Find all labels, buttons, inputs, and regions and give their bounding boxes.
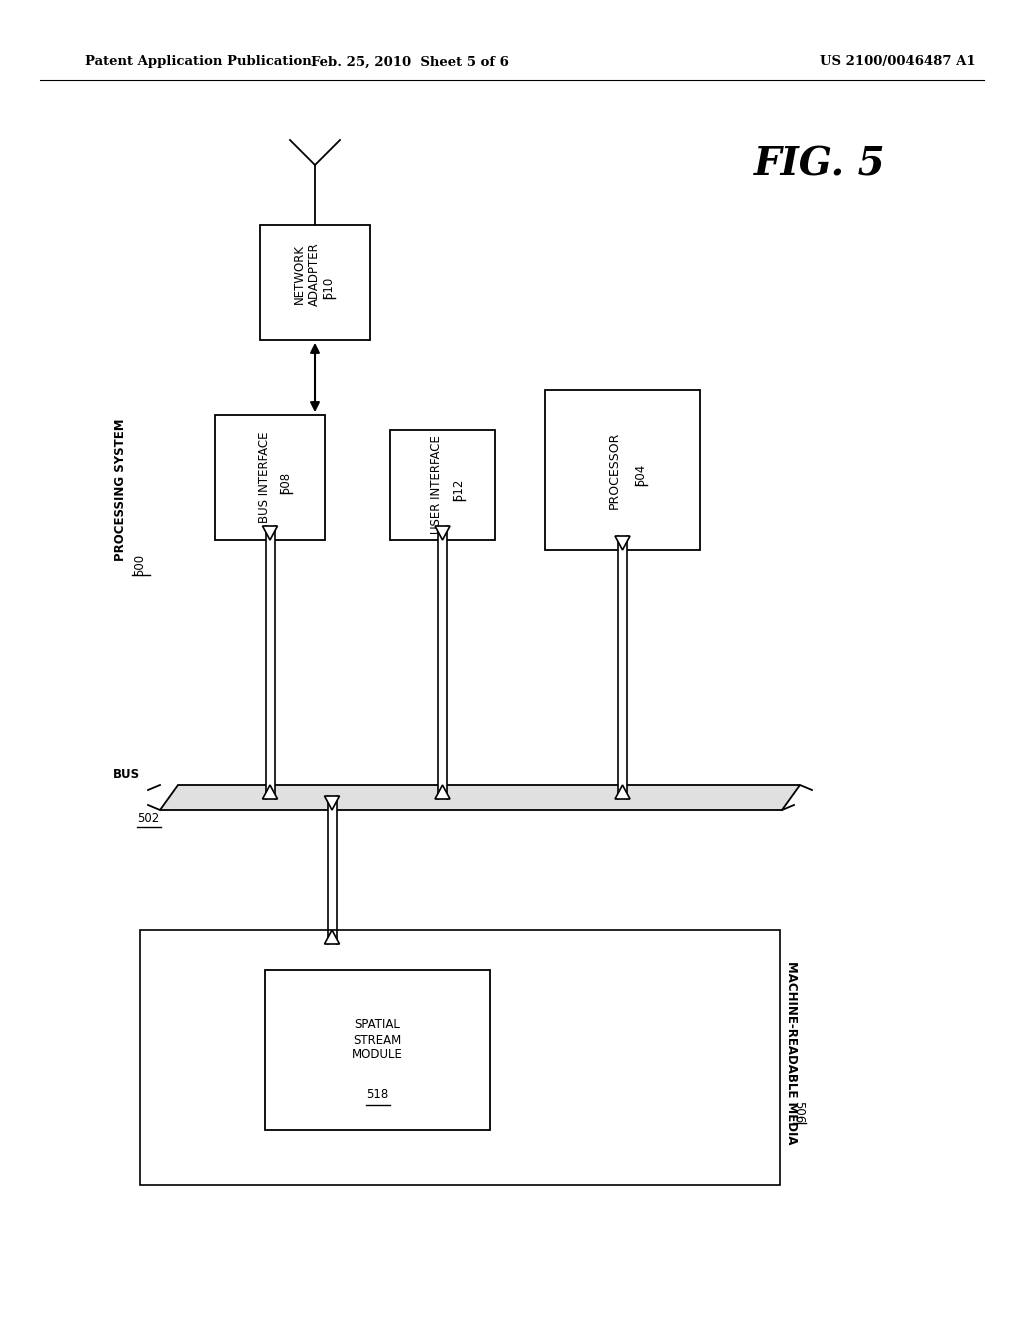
Bar xyxy=(215,414,325,540)
Bar xyxy=(545,389,700,550)
Text: 504: 504 xyxy=(634,463,647,486)
Polygon shape xyxy=(262,525,278,540)
Text: NETWORK
ADADPTER: NETWORK ADADPTER xyxy=(293,243,321,306)
Text: Patent Application Publication: Patent Application Publication xyxy=(85,55,311,69)
Bar xyxy=(265,970,490,1130)
Polygon shape xyxy=(325,931,340,944)
Polygon shape xyxy=(615,536,630,550)
Text: 508: 508 xyxy=(280,471,293,494)
Text: MACHINE-READABLE MEDIA: MACHINE-READABLE MEDIA xyxy=(785,961,798,1144)
Text: USER INTERFACE: USER INTERFACE xyxy=(430,436,443,535)
Text: US 2100/0046487 A1: US 2100/0046487 A1 xyxy=(820,55,976,69)
Text: Feb. 25, 2010  Sheet 5 of 6: Feb. 25, 2010 Sheet 5 of 6 xyxy=(311,55,509,69)
Bar xyxy=(618,536,627,799)
Text: 502: 502 xyxy=(137,812,159,825)
Polygon shape xyxy=(160,785,800,810)
Bar xyxy=(328,796,337,944)
Bar xyxy=(140,931,780,1185)
Text: BUS INTERFACE: BUS INTERFACE xyxy=(257,432,270,523)
Bar xyxy=(265,525,274,799)
Text: PROCESSING SYSTEM: PROCESSING SYSTEM xyxy=(114,418,127,561)
Bar xyxy=(390,430,495,540)
Text: 512: 512 xyxy=(452,479,465,502)
Polygon shape xyxy=(435,525,450,540)
Text: PROCESSOR: PROCESSOR xyxy=(608,432,621,508)
Text: SPATIAL
STREAM
MODULE: SPATIAL STREAM MODULE xyxy=(352,1019,402,1061)
Text: FIG. 5: FIG. 5 xyxy=(755,147,886,183)
Bar xyxy=(438,525,447,799)
Text: 510: 510 xyxy=(323,276,336,298)
Text: 518: 518 xyxy=(367,1089,389,1101)
Text: 506: 506 xyxy=(793,1101,806,1123)
Polygon shape xyxy=(435,785,450,799)
Text: BUS: BUS xyxy=(113,768,140,781)
Polygon shape xyxy=(615,785,630,799)
Bar xyxy=(260,224,370,341)
Polygon shape xyxy=(325,796,340,810)
Polygon shape xyxy=(262,785,278,799)
Text: 500: 500 xyxy=(133,554,146,576)
